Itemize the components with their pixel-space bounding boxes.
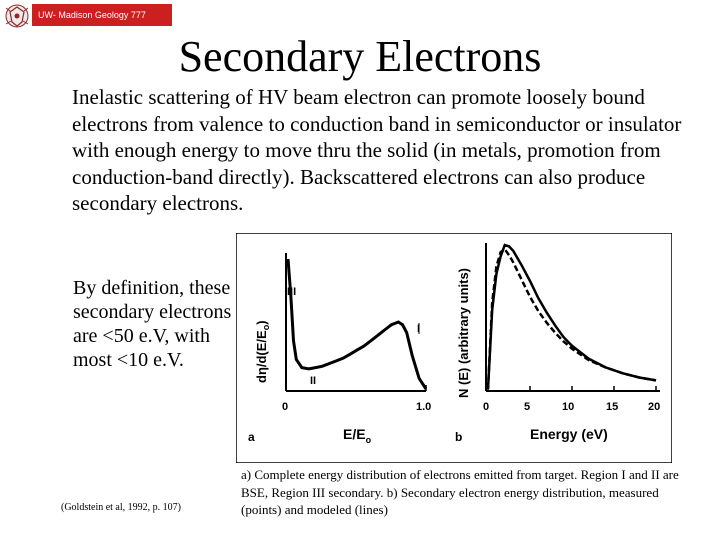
- panel-b-label: b: [455, 430, 462, 444]
- panel-a-tick-0: 0: [282, 401, 288, 413]
- panel-a-xlabel: E/Eo: [343, 426, 372, 445]
- panel-a-region-ii: II: [310, 375, 316, 387]
- panel-b-tick-10: 10: [562, 401, 574, 413]
- intro-paragraph: Inelastic scattering of HV beam electron…: [72, 85, 682, 216]
- panel-b-tick-5: 5: [524, 401, 530, 413]
- panel-b-tick-20: 20: [648, 401, 660, 413]
- definition-paragraph: By definition, these secondary electrons…: [73, 277, 232, 371]
- course-badge: UW- Madison Geology 777: [32, 4, 172, 26]
- figure-caption: a) Complete energy distribution of elect…: [241, 467, 679, 517]
- slide-title: Secondary Electrons: [178, 32, 542, 81]
- panel-a-curve: [286, 258, 428, 390]
- panel-a-label: a: [248, 430, 255, 444]
- energy-distribution-figure: III II I 0 1.0 dη/d(E/Eo) E/Eo a 0 5 10 …: [236, 233, 672, 463]
- panel-a-region-iii: III: [287, 286, 296, 298]
- panel-b-model-curve: [486, 243, 657, 390]
- panel-b-tick-0: 0: [483, 401, 489, 413]
- panel-a-tick-1: 1.0: [416, 401, 431, 413]
- panel-b-tick-15: 15: [606, 401, 618, 413]
- crest-icon: [5, 4, 29, 28]
- panel-b-xlabel: Energy (eV): [530, 426, 608, 442]
- citation: (Goldstein et al, 1992, p. 107): [61, 502, 181, 513]
- panel-a-ylabel: dη/d(E/Eo): [254, 320, 271, 383]
- panel-b-ylabel: N (E) (arbitrary units): [456, 268, 471, 398]
